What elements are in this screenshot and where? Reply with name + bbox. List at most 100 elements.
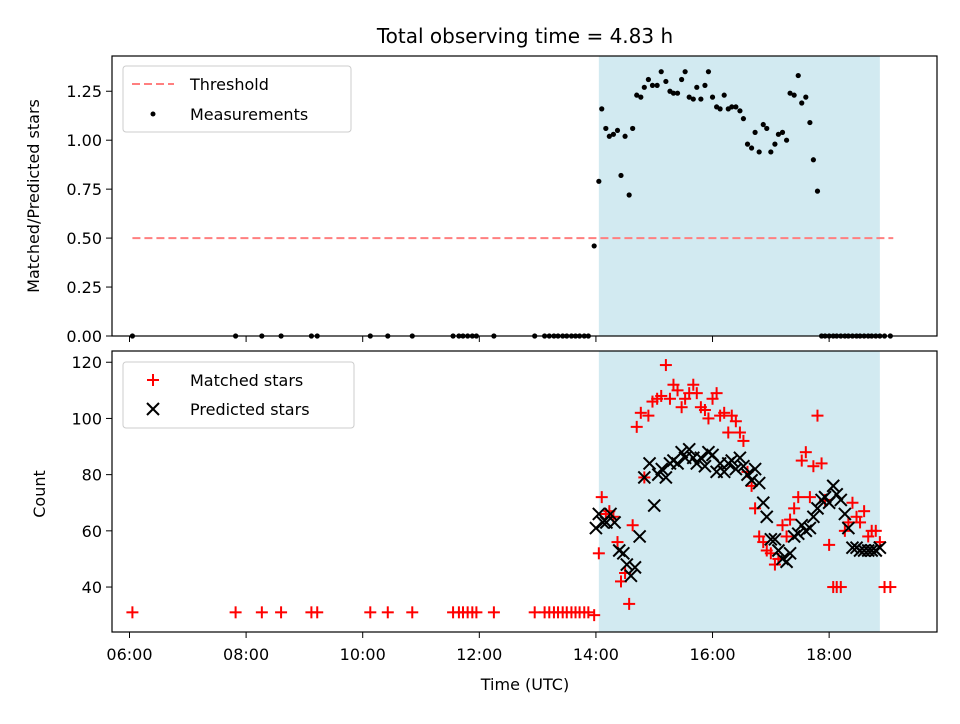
predicted-star-point	[655, 462, 669, 476]
bottom-x-tick-label: 10:00	[340, 645, 386, 664]
predicted-star-point	[698, 459, 712, 473]
measurement-point	[733, 104, 739, 110]
bottom-legend: Matched stars Predicted stars	[122, 361, 355, 429]
predicted-star-point	[752, 476, 766, 490]
bottom-x-tick-label: 06:00	[106, 645, 152, 664]
predicted-x-b	[729, 462, 743, 476]
predicted-x-b	[682, 442, 696, 457]
top-y-tick-label: 0.00	[66, 327, 102, 346]
predicted-star-point	[682, 442, 696, 457]
top-y-axis-label: Matched/Predicted stars	[24, 99, 43, 293]
matched-star-point	[630, 420, 643, 433]
measurement-point	[606, 133, 612, 139]
predicted-x-b	[752, 476, 766, 490]
predicted-star-point	[740, 467, 755, 482]
matched-star-point	[795, 454, 808, 467]
predicted-star-point	[690, 456, 704, 471]
bottom-y-tick-label: 100	[71, 409, 102, 428]
chart-title: Total observing time = 4.83 h	[376, 24, 673, 48]
measurement-point	[744, 141, 751, 147]
predicted-x-b	[826, 479, 840, 493]
measurement-point	[674, 90, 681, 96]
matched-star-point	[776, 519, 789, 532]
matched-star-point	[592, 547, 605, 560]
matched-star-point	[663, 392, 676, 405]
predicted-star-point	[607, 515, 622, 530]
predicted-x-b	[748, 462, 762, 476]
measurement-point	[764, 125, 770, 132]
top-shaded-span	[598, 56, 880, 336]
predicted-x-b	[834, 493, 848, 507]
predicted-x-b	[764, 532, 778, 546]
measurement-point	[729, 104, 735, 110]
measurement-point	[649, 82, 656, 88]
predicted-x-b	[756, 496, 770, 510]
measurement-point	[783, 137, 790, 143]
predicted-star-point	[803, 521, 817, 535]
measurement-point	[705, 69, 712, 75]
measurement-point	[740, 116, 747, 122]
matched-star-point	[846, 496, 859, 509]
predicted-x-b	[655, 462, 669, 476]
measurement-point	[803, 94, 809, 100]
matched-star-point	[634, 406, 647, 419]
top-axes-frame	[111, 55, 938, 337]
predicted-x-b	[806, 510, 821, 524]
predicted-x-b	[620, 557, 634, 572]
measurement-point	[658, 69, 664, 75]
predicted-star-point	[873, 540, 887, 555]
predicted-stars-series	[589, 442, 887, 583]
matched-star-point	[642, 409, 655, 422]
measurement-point	[618, 172, 624, 179]
predicted-star-point	[826, 479, 840, 493]
predicted-star-point	[779, 555, 794, 569]
matched-star-point	[710, 387, 723, 400]
predicted-x-b	[717, 465, 731, 479]
predicted-star-point	[771, 543, 786, 558]
matched-star-point	[588, 609, 601, 622]
predicted-x-b	[733, 451, 747, 465]
predicted-star-point	[748, 462, 762, 476]
measurement-point	[682, 69, 688, 75]
top-y-tick-label: 0.75	[66, 180, 102, 199]
measurement-point	[775, 131, 782, 137]
predicted-star-point	[764, 532, 778, 546]
top-y-tick-label: 1.00	[66, 131, 102, 150]
measurements-legend-swatch	[150, 111, 156, 117]
predicted-x-b	[838, 507, 852, 521]
matched-star-point	[811, 409, 824, 422]
measurement-point	[630, 125, 636, 132]
matched-star-point	[788, 502, 801, 515]
predicted-x-b	[864, 543, 879, 558]
predicted-x-b	[740, 467, 755, 482]
predicted-star-point	[810, 501, 825, 516]
predicted-star-point	[834, 493, 848, 507]
bottom-x-tick-label: 08:00	[223, 645, 269, 664]
predicted-x-b	[647, 498, 661, 513]
bottom-panel: 40 60 80 100 120 06:00 08:00 10:00 12:00 14:00 16…	[30, 350, 938, 694]
matched-legend-swatch	[147, 374, 159, 386]
predicted-star-point	[642, 456, 657, 471]
matched-star-point	[626, 519, 639, 532]
matched-star-point	[275, 606, 288, 619]
measurement-point	[698, 96, 704, 102]
matched-star-point	[582, 606, 595, 619]
predicted-star-point	[647, 498, 661, 513]
bottom-x-tick-label: 14:00	[573, 645, 619, 664]
bottom-y-axis-ticks: 40 60 80 100 120	[71, 353, 112, 597]
predicted-star-point	[659, 470, 673, 485]
predicted-x-b	[674, 445, 689, 459]
measurement-point	[645, 76, 651, 83]
matched-star-point	[869, 524, 882, 537]
bottom-axes-frame	[111, 350, 938, 633]
matched-star-point	[675, 401, 688, 414]
measurement-point	[599, 106, 605, 112]
predicted-x-b	[607, 515, 622, 530]
predicted-x-b	[690, 456, 704, 471]
matched-star-point	[803, 491, 816, 504]
matched-star-point	[690, 387, 703, 400]
bottom-x-tick-label: 18:00	[806, 645, 852, 664]
matched-star-point	[733, 426, 746, 439]
matched-star-point	[470, 606, 483, 619]
top-x-axis-ticks	[128, 336, 830, 342]
